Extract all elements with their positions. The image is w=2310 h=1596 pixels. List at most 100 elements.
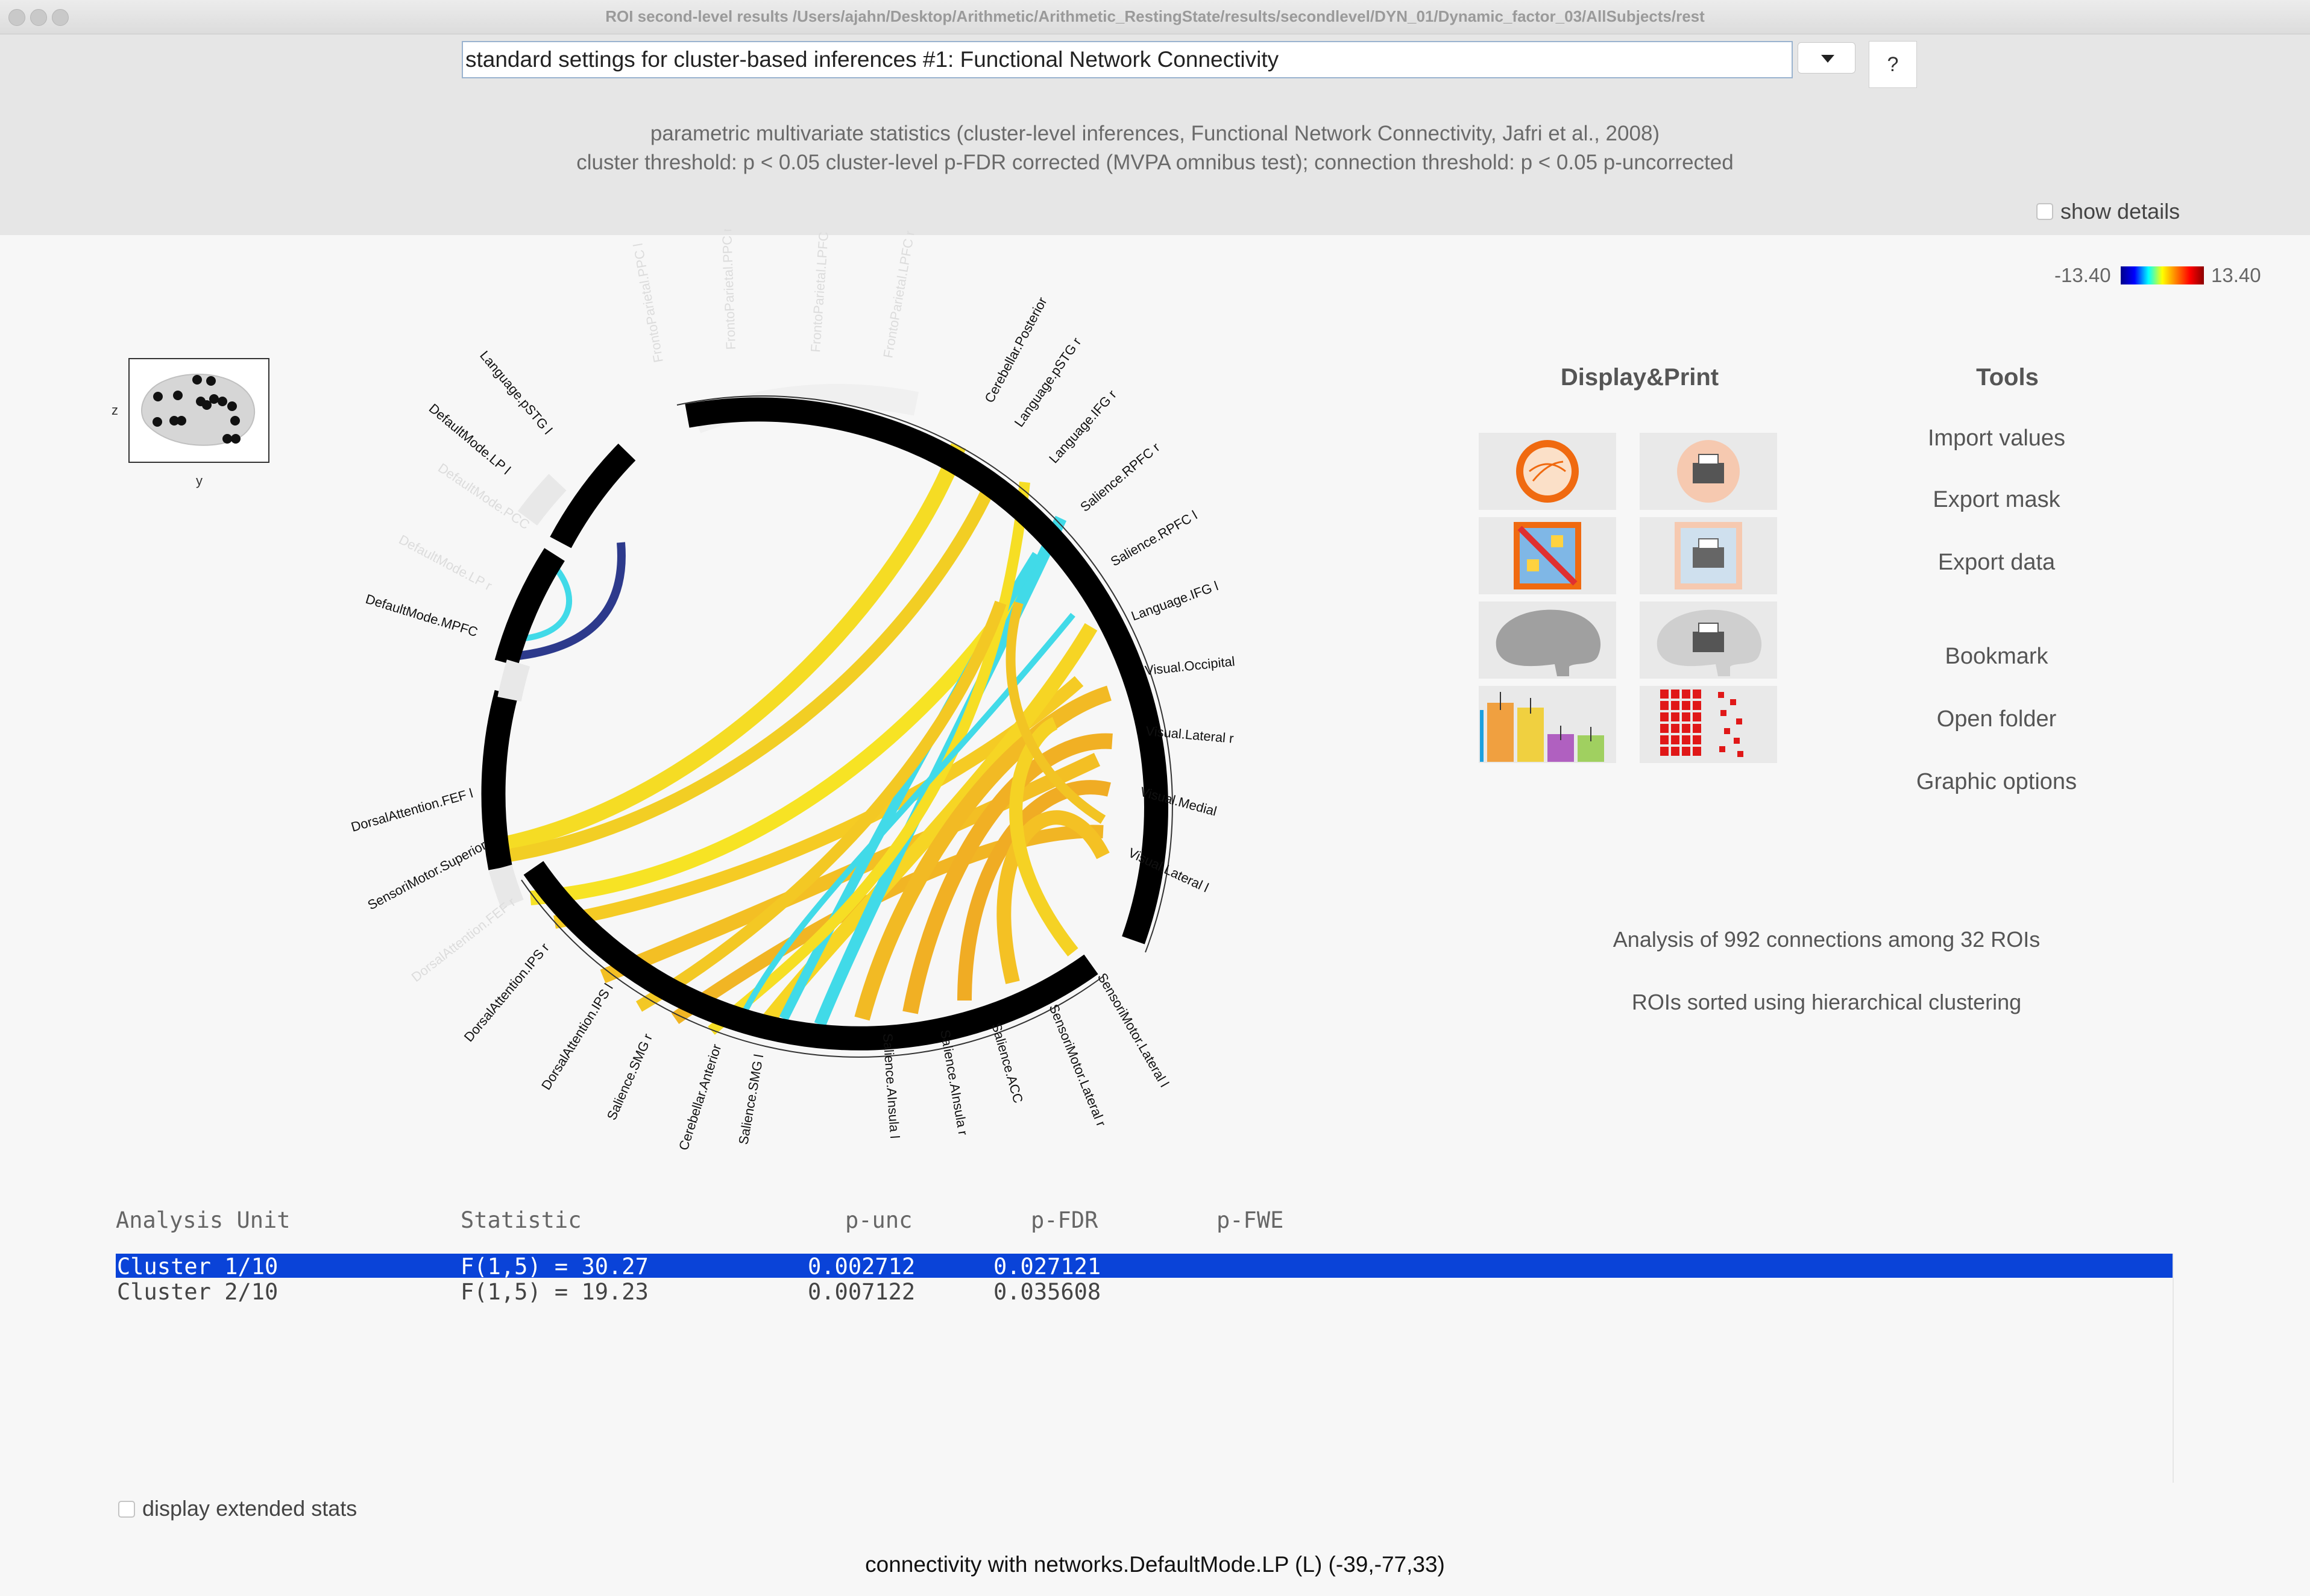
- cell-statistic: F(1,5) = 30.27: [461, 1254, 649, 1280]
- close-window-icon[interactable]: [8, 9, 25, 26]
- roi-label: SensoriMotor.Lateral r: [1046, 1002, 1109, 1129]
- connection-ribbons: [505, 443, 1113, 1035]
- glass-brain-print-icon[interactable]: [1640, 602, 1777, 679]
- col-header-p-unc: p-unc: [845, 1207, 913, 1233]
- roi-label: Language.IFG l: [1129, 578, 1220, 623]
- roi-label-faded: FrontoParietal.PPC l: [630, 242, 666, 364]
- settings-select[interactable]: standard settings for cluster-based infe…: [462, 41, 1793, 78]
- value-cell: [1682, 735, 1690, 744]
- export-data-button[interactable]: Export data: [1937, 550, 2056, 575]
- value-cell: [1682, 701, 1690, 710]
- threshold-description: cluster threshold: p < 0.05 cluster-leve…: [576, 151, 1734, 174]
- value-cell: [1719, 746, 1725, 752]
- results-list[interactable]: Cluster 1/10 F(1,5) = 30.27 0.002712 0.0…: [116, 1254, 2174, 1483]
- import-values-button[interactable]: Import values: [1927, 426, 2066, 451]
- value-cell: [1718, 692, 1724, 698]
- value-cell: [1693, 690, 1701, 699]
- value-cell: [1693, 735, 1701, 744]
- ring-outline: [521, 395, 1173, 1058]
- window-title: ROI second-level results /Users/ajahn/De…: [605, 7, 1705, 25]
- help-button[interactable]: ?: [1869, 41, 1917, 88]
- bar-plot-icon[interactable]: [1479, 686, 1616, 763]
- status-line: connectivity with networks.DefaultMode.L…: [865, 1552, 1445, 1577]
- minimize-window-icon[interactable]: [30, 9, 47, 26]
- roi-label: Salience.SMG r: [604, 1031, 656, 1122]
- table-row[interactable]: Cluster 1/10 F(1,5) = 30.27 0.002712 0.0…: [116, 1254, 2173, 1280]
- roi-label: DorsalAttention.FEF l: [349, 785, 474, 835]
- network-arcs-gaps: [488, 474, 567, 909]
- roi-label-faded: DefaultMode.PCC: [435, 460, 532, 532]
- value-cell: [1693, 724, 1701, 733]
- bookmark-button[interactable]: Bookmark: [1945, 644, 2048, 669]
- roi-label: DorsalAttention.IPS l: [538, 981, 616, 1092]
- z-axis-label: z: [112, 403, 118, 418]
- roi-label: Salience.RPFC l: [1108, 507, 1200, 569]
- value-cell: [1660, 747, 1669, 756]
- ring-print-icon[interactable]: [1640, 433, 1777, 510]
- value-cell: [1730, 699, 1736, 705]
- value-cell: [1660, 735, 1669, 744]
- col-header-p-fwe: p-FWE: [1216, 1207, 1284, 1233]
- display-print-heading: Display&Print: [1560, 364, 1719, 391]
- colorbar-min-label: -13.40: [2054, 264, 2111, 286]
- brain-thumbnail[interactable]: [128, 358, 269, 463]
- col-header-analysis-unit: Analysis Unit: [116, 1207, 291, 1233]
- export-mask-button[interactable]: Export mask: [1933, 487, 2060, 512]
- ring-view-icon[interactable]: [1479, 433, 1616, 510]
- value-cell: [1682, 712, 1690, 721]
- show-details-label: show details: [2060, 199, 2180, 224]
- roi-label: Visual.Occipital: [1144, 653, 1236, 678]
- values-table-icon[interactable]: [1640, 686, 1777, 763]
- roi-label: DefaultMode.MPFC: [364, 591, 480, 639]
- value-cell: [1660, 712, 1669, 721]
- maximize-window-icon[interactable]: [52, 9, 69, 26]
- roi-label-faded: DorsalAttention.FEF r: [409, 894, 518, 985]
- network-arcs: [481, 397, 1168, 1051]
- extended-stats-checkbox[interactable]: [118, 1501, 135, 1518]
- chevron-down-icon: [1821, 55, 1834, 63]
- value-cell: [1724, 728, 1730, 734]
- table-row[interactable]: Cluster 2/10 F(1,5) = 19.23 0.007122 0.0…: [116, 1279, 2173, 1305]
- colorbar: [2121, 266, 2204, 284]
- roi-label: Salience.SMG l: [735, 1053, 766, 1146]
- value-cell: [1737, 751, 1743, 757]
- cell-statistic: F(1,5) = 19.23: [461, 1279, 649, 1305]
- value-cell: [1660, 724, 1669, 733]
- open-folder-button[interactable]: Open folder: [1936, 706, 2057, 732]
- value-cell: [1682, 724, 1690, 733]
- roi-label: Language.pSTG l: [477, 348, 555, 437]
- y-axis-label: y: [196, 473, 203, 488]
- value-cell: [1682, 747, 1690, 756]
- roi-label: Salience.RPFC r: [1077, 439, 1163, 514]
- extended-stats-label: display extended stats: [142, 1496, 357, 1521]
- glass-brain-icon[interactable]: [1479, 602, 1616, 679]
- value-cell: [1720, 710, 1726, 716]
- cell-unit: Cluster 2/10: [117, 1279, 279, 1305]
- value-cell: [1671, 747, 1679, 756]
- matrix-print-icon[interactable]: [1640, 517, 1777, 594]
- value-cell: [1671, 724, 1679, 733]
- roi-label: Salience.AInsula r: [937, 1029, 971, 1137]
- connectome-ring-plot[interactable]: Cerebellar.Posterior Language.pSTG r Lan…: [301, 229, 1567, 1193]
- roi-label: SensoriMotor.Superior: [365, 838, 489, 913]
- matrix-view-icon[interactable]: [1479, 517, 1616, 594]
- roi-label: Cerebellar.Anterior: [676, 1042, 724, 1152]
- col-header-statistic: Statistic: [461, 1207, 582, 1233]
- roi-label: DorsalAttention.IPS r: [461, 940, 552, 1045]
- show-details-checkbox[interactable]: [2036, 203, 2053, 220]
- value-cell: [1671, 712, 1679, 721]
- roi-label-faded: FrontoParietal.PPC r: [719, 229, 738, 350]
- colorbar-max-label: 13.40: [2211, 264, 2261, 286]
- cell-p-unc: 0.002712: [808, 1254, 916, 1280]
- graphic-options-button[interactable]: Graphic options: [1916, 769, 2077, 794]
- window-titlebar: ROI second-level results /Users/ajahn/De…: [0, 0, 2310, 34]
- cell-p-unc: 0.007122: [808, 1279, 916, 1305]
- value-cell: [1736, 718, 1742, 724]
- connections-summary: Analysis of 992 connections among 32 ROI…: [1613, 927, 2041, 952]
- value-cell: [1693, 701, 1701, 710]
- settings-dropdown-button[interactable]: [1798, 42, 1855, 74]
- roi-label-faded: DefaultMode.LP r: [397, 532, 495, 593]
- roi-label: Salience.ACC: [989, 1021, 1026, 1105]
- value-cell: [1693, 747, 1701, 756]
- value-cell: [1660, 701, 1669, 710]
